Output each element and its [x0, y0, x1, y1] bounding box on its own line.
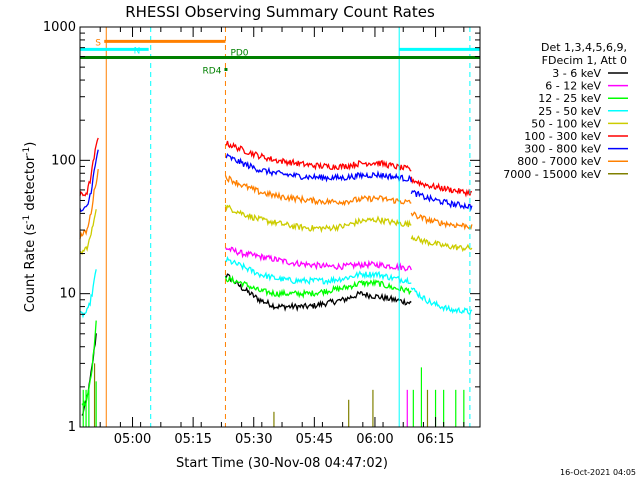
annotation-label-rd4: RD4: [203, 67, 222, 77]
legend-label-2: 12 - 25 keV: [538, 92, 601, 105]
x-tick-label-4: 06:00: [356, 432, 393, 447]
series-0-seg2: [225, 273, 412, 312]
y-axis-label-sup2: -1: [22, 147, 32, 156]
x-tick-label-3: 05:45: [296, 432, 333, 447]
legend-label-7: 800 - 7000 keV: [517, 155, 601, 168]
series-5-seg2: [225, 140, 412, 172]
annotation-marker-rd4: [224, 68, 228, 72]
series-3-seg1: [79, 269, 97, 319]
legend-label-3: 25 - 50 keV: [538, 105, 601, 118]
series-6-seg1: [79, 149, 99, 213]
y-tick-label-1: 10: [59, 287, 76, 302]
y-tick-label-0: 1: [68, 420, 76, 435]
series-1: [224, 246, 412, 272]
series-layer: [79, 137, 473, 427]
legend-label-0: 3 - 6 keV: [552, 67, 601, 80]
plot-frame: [79, 26, 481, 428]
chart-title: RHESSI Observing Summary Count Rates: [125, 3, 435, 21]
legend-label-6: 300 - 800 keV: [524, 143, 601, 156]
series-5-seg3: [410, 176, 473, 198]
series-2-seg1: [81, 320, 97, 407]
series-6: [79, 149, 473, 213]
legend-label-4: 50 - 100 keV: [531, 117, 601, 130]
legend-label-1: 6 - 12 keV: [545, 80, 601, 93]
series-2-seg2: [224, 275, 412, 299]
series-7-seg1: [79, 169, 99, 240]
series-7-seg2: [224, 175, 412, 207]
x-tick-label-1: 05:15: [174, 432, 211, 447]
annotation-label-pd0: PD0: [230, 49, 248, 59]
series-1-seg2: [224, 246, 412, 272]
y-tick-label-3: 1000: [43, 20, 76, 35]
series-4: [79, 204, 473, 256]
series-4-seg1: [79, 209, 97, 256]
legend-header-2: FDecim 1, Att 0: [542, 54, 627, 67]
series-4-seg2: [224, 204, 412, 234]
y-axis-label-main: Count Rate (s: [23, 224, 38, 313]
y-axis-label-end: ): [23, 142, 38, 147]
series-6-seg3: [410, 189, 473, 212]
series-5-seg1: [79, 137, 99, 197]
x-tick-label-0: 05:00: [114, 432, 151, 447]
timestamp: 16-Oct-2021 04:05: [560, 468, 636, 477]
annotation-label-n: N: [134, 46, 141, 56]
x-axis-label: Start Time (30-Nov-08 04:47:02): [176, 456, 388, 471]
y-tick-label-2: 100: [51, 153, 76, 168]
axis-layer: 1 10 100 1000 05:00 05:15 05:30 05:45 06:00 06:15: [43, 20, 480, 447]
annotation-layer: S N PD0 RD4: [80, 27, 480, 427]
annotation-label-s: S: [95, 38, 101, 48]
series-3-seg2: [225, 255, 412, 286]
legend-header-1: Det 1,3,4,5,6,9,: [541, 41, 627, 54]
legend-label-5: 100 - 300 keV: [524, 130, 601, 143]
y-axis-label-mid: detector: [23, 155, 38, 215]
x-tick-label-2: 05:30: [235, 432, 272, 447]
legend: Det 1,3,4,5,6,9, FDecim 1, Att 0 3 - 6 k…: [503, 41, 628, 181]
y-axis-label: Count Rate (s-1 detector-1): [22, 142, 38, 313]
y-axis-label-sup1: -1: [22, 215, 32, 224]
series-4-seg3: [410, 234, 473, 253]
series-5: [79, 137, 473, 198]
series-7: [79, 169, 473, 240]
series-6-seg2: [225, 152, 412, 183]
x-tick-label-5: 06:15: [417, 432, 454, 447]
series-3-seg3: [410, 287, 473, 316]
series-2: [81, 275, 412, 407]
series-7-seg3: [410, 211, 473, 231]
legend-label-8: 7000 - 15000 keV: [503, 168, 601, 181]
series-3: [79, 255, 473, 319]
